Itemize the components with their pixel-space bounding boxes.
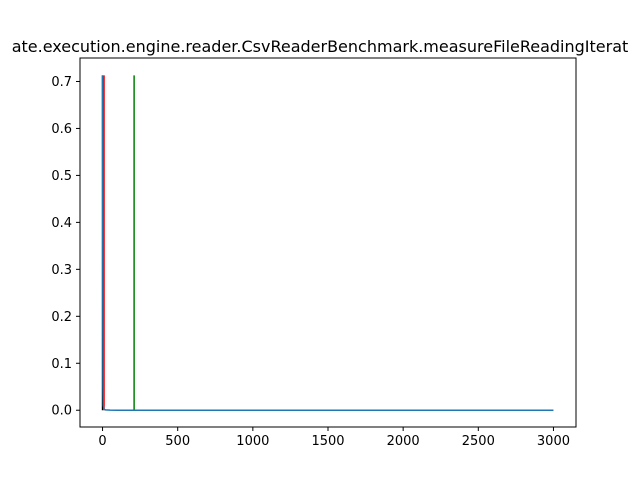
x-tick-label: 500 [165, 434, 190, 449]
x-tick-label: 1500 [311, 434, 344, 449]
plot-area [101, 75, 554, 411]
y-tick-label: 0.6 [51, 122, 72, 137]
y-axis: 0.0 0.1 0.2 0.3 0.4 0.5 0.6 0.7 [51, 75, 80, 419]
x-tick-label: 0 [98, 434, 106, 449]
x-tick-label: 2500 [462, 434, 495, 449]
chart-title: ate.execution.engine.reader.CsvReaderBen… [12, 37, 629, 56]
y-tick-label: 0.4 [51, 216, 72, 231]
y-tick-label: 0.3 [51, 263, 72, 278]
y-tick-label: 0.7 [51, 75, 72, 90]
y-tick-label: 0.0 [51, 404, 72, 419]
x-tick-label: 3000 [537, 434, 570, 449]
y-tick-label: 0.1 [51, 357, 72, 372]
x-tick-label: 1000 [236, 434, 269, 449]
y-tick-label: 0.2 [51, 310, 72, 325]
x-axis: 0 500 1000 1500 2000 2500 3000 [98, 427, 570, 449]
y-tick-label: 0.5 [51, 169, 72, 184]
series-line-0 [101, 75, 554, 411]
x-tick-label: 2000 [387, 434, 420, 449]
